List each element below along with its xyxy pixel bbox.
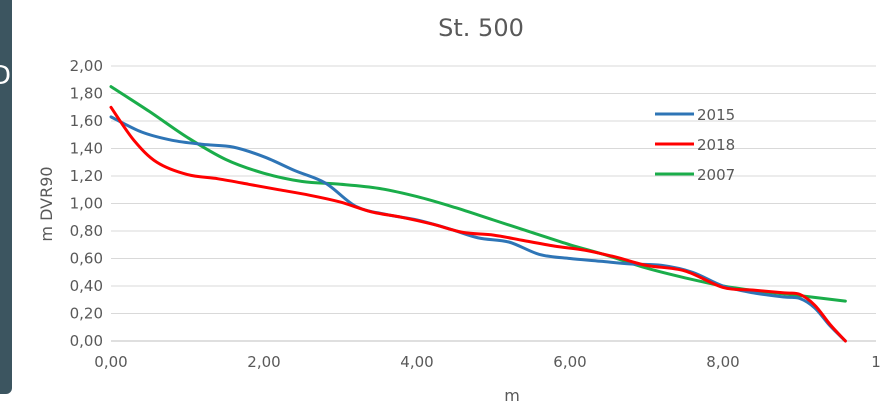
side-panel: D <box>0 0 12 394</box>
y-tick-label: 1,80 <box>70 85 103 103</box>
chart-title: St. 500 <box>438 14 524 42</box>
legend-label-2018: 2018 <box>697 136 735 154</box>
x-tick-label: 0,00 <box>94 353 127 371</box>
y-tick-label: 0,40 <box>70 277 103 295</box>
y-tick-label: 2,00 <box>70 57 103 75</box>
y-tick-label: 1,40 <box>70 140 103 158</box>
x-tick-label: 2,00 <box>247 353 280 371</box>
y-tick-label: 1,20 <box>70 167 103 185</box>
gridlines <box>111 65 876 342</box>
y-tick-label: 1,00 <box>70 195 103 213</box>
legend-label-2007: 2007 <box>697 166 735 184</box>
y-axis-label: m DVR90 <box>37 166 56 241</box>
legend-label-2015: 2015 <box>697 106 735 124</box>
side-panel-glyph: D <box>0 62 12 90</box>
y-tick-label: 1,60 <box>70 112 103 130</box>
y-tick-labels: 0,00 0,20 0,40 0,60 0,80 1,00 1,20 1,40 1,60 1,80… <box>70 57 103 350</box>
x-tick-label: 1 <box>871 353 881 371</box>
legend: 2015 2018 2007 <box>655 106 735 184</box>
x-tick-label: 6,00 <box>553 353 586 371</box>
y-tick-label: 0,60 <box>70 250 103 268</box>
series-lines <box>109 85 847 343</box>
series-line-2015 <box>109 115 847 343</box>
series-line-2007 <box>109 85 847 303</box>
y-tick-label: 0,20 <box>70 305 103 323</box>
series-line-2018 <box>109 105 847 343</box>
x-tick-labels: 0,00 2,00 4,00 6,00 8,00 1 <box>94 353 880 371</box>
x-tick-label: 8,00 <box>706 353 739 371</box>
x-tick-label: 4,00 <box>400 353 433 371</box>
x-axis-label: m <box>504 386 520 405</box>
y-tick-label: 0,00 <box>70 332 103 350</box>
y-tick-label: 0,80 <box>70 222 103 240</box>
